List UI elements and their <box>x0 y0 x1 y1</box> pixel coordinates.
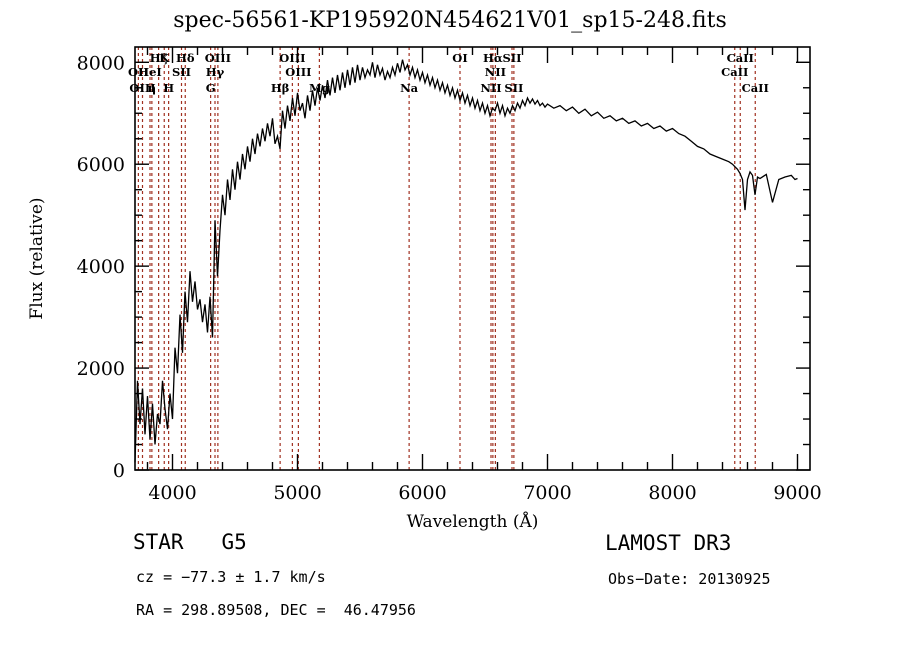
spectral-line-label: SII <box>502 51 521 65</box>
metadata-footer: STAR G5 LAMOST DR3 cz = −77.3 ± 1.7 km/s… <box>0 528 900 649</box>
spectral-line-label: OIII <box>285 65 311 79</box>
spectral-line-label: Na <box>400 81 419 95</box>
spectral-line-label: NII <box>480 81 501 95</box>
spectral-line-label: Hζ <box>150 51 168 65</box>
x-tick-label: 4000 <box>148 482 196 504</box>
spectral-line-label: CaII <box>742 81 769 95</box>
spectral-line-label: SII <box>172 65 191 79</box>
x-axis-title: Wavelength (Å) <box>407 511 539 532</box>
y-tick-label: 2000 <box>77 358 125 380</box>
spectral-line-label: CaII <box>721 65 748 79</box>
x-tick-label: 5000 <box>273 482 321 504</box>
plot-frame <box>134 46 811 471</box>
spectral-line-label: SII <box>504 81 523 95</box>
spectral-line-label: OIII <box>279 51 305 65</box>
spectrum-trace <box>134 59 798 463</box>
y-tick-label: 6000 <box>77 154 125 176</box>
x-tick-label: 9000 <box>773 482 821 504</box>
redshift-velocity-label: cz = −77.3 ± 1.7 km/s <box>136 568 326 586</box>
tick-labels: 4000 5000 6000 7000 8000 9000 0 2000 4000 6000 800… <box>77 52 822 504</box>
spectral-line-label: η <box>148 81 156 95</box>
object-type-label: STAR G5 <box>133 530 247 554</box>
spectral-line-label: Hβ <box>271 81 290 95</box>
x-tick-label: 6000 <box>398 482 446 504</box>
spectral-line-label: Hα <box>483 51 503 65</box>
y-tick-label: 4000 <box>77 256 125 278</box>
axis-ticks <box>135 47 810 471</box>
spectral-line-label: OII <box>128 65 149 79</box>
y-tick-label: 0 <box>113 460 125 482</box>
page-title: spec-56561-KP195920N454621V01_sp15-248.f… <box>173 8 727 33</box>
y-tick-label: 8000 <box>77 52 125 74</box>
survey-label: LAMOST DR3 <box>605 531 732 555</box>
spectral-line-label: HeI <box>138 65 162 79</box>
x-tick-label: 8000 <box>648 482 696 504</box>
coordinates-label: RA = 298.89508, DEC = 46.47956 <box>136 601 416 619</box>
spectral-line-label: Mg <box>309 81 330 95</box>
spectral-line-label: K <box>159 51 170 65</box>
observation-date-label: Obs−Date: 20130925 <box>608 570 771 588</box>
spectral-line-label: G <box>206 81 216 95</box>
spectral-line-label: OI <box>452 51 467 65</box>
spectral-line-label: OIII <box>205 51 231 65</box>
spectral-line-label: NII <box>485 65 506 79</box>
spectral-line-label: H <box>163 81 174 95</box>
y-axis-title: Flux (relative) <box>27 197 47 319</box>
spectral-line-label: CaII <box>727 51 754 65</box>
spectral-line-label: Hγ <box>206 65 225 79</box>
spectral-line-markers <box>137 47 756 470</box>
spectral-line-label: Hδ <box>176 51 195 65</box>
x-tick-label: 7000 <box>523 482 571 504</box>
spectral-line-label: OIII <box>129 81 155 95</box>
